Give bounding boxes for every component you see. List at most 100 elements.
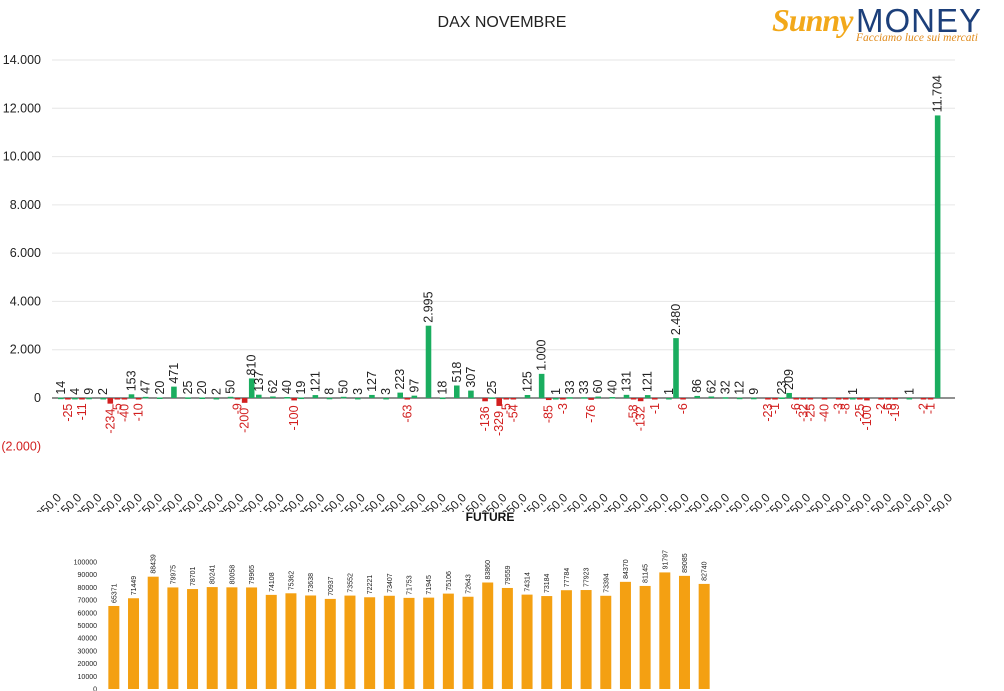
bar <box>786 392 792 398</box>
future-data-label: 91797 <box>662 550 669 570</box>
bar <box>425 325 432 398</box>
bar <box>800 398 807 400</box>
data-label: 137 <box>252 371 266 392</box>
future-data-label: 79559 <box>505 565 512 585</box>
future-bar <box>541 596 553 689</box>
bar <box>135 398 142 400</box>
future-bar <box>580 590 592 689</box>
data-label: -32 <box>796 404 810 422</box>
data-label: 62 <box>704 380 718 394</box>
data-label: -6 <box>676 403 690 414</box>
y-tick-label: 90000 <box>78 572 98 579</box>
future-bar <box>226 587 238 689</box>
future-data-label: 71945 <box>426 575 433 595</box>
future-data-label: 81145 <box>643 564 650 583</box>
logo-sunny-text: Sunny <box>772 2 853 38</box>
bar <box>468 390 474 398</box>
data-label: -40 <box>818 404 832 422</box>
bar <box>157 397 163 400</box>
future-data-label: 73184 <box>544 573 551 593</box>
future-data-label: 73552 <box>347 573 354 593</box>
bar <box>383 397 389 400</box>
bar <box>213 397 220 400</box>
data-label: 60 <box>591 380 605 394</box>
data-label: 2.480 <box>669 304 683 335</box>
bar <box>708 396 715 399</box>
bar <box>404 398 411 400</box>
future-bar <box>560 590 572 689</box>
bar <box>248 378 255 398</box>
data-label: -54 <box>506 404 520 422</box>
y-tick-label: 0 <box>34 391 41 405</box>
future-data-label: 89085 <box>682 553 689 573</box>
bar <box>312 395 319 398</box>
bar <box>751 397 757 400</box>
bar <box>439 397 446 400</box>
data-label: -5 <box>110 403 124 414</box>
data-label: -10 <box>132 403 146 421</box>
bar <box>630 398 637 400</box>
bar <box>595 396 601 399</box>
bar <box>65 398 71 400</box>
bar <box>772 398 778 400</box>
data-label: 8 <box>323 388 337 395</box>
data-label: -234 <box>103 409 117 434</box>
future-bar <box>698 583 710 689</box>
bar <box>807 398 814 400</box>
y-tick-label: 6.000 <box>10 246 41 260</box>
data-label: -200 <box>238 408 252 433</box>
bar <box>736 397 743 400</box>
chart-title-dax: DAX NOVEMBRE <box>437 14 567 31</box>
data-label: -1 <box>924 403 938 414</box>
data-label: 1 <box>846 388 860 395</box>
logo-tagline: Facciamo luce sui mercati <box>856 32 978 44</box>
data-label: -100 <box>287 405 301 430</box>
future-bar <box>128 598 140 689</box>
y-tick-label: 60000 <box>78 610 98 617</box>
data-label: 86 <box>690 379 704 393</box>
future-bar <box>619 581 631 689</box>
data-label: 12 <box>733 381 747 395</box>
bar <box>100 397 106 400</box>
data-label: -23 <box>761 404 775 422</box>
y-tick-label: 10000 <box>78 674 98 681</box>
y-tick-label: 8.000 <box>10 198 41 212</box>
data-label: 1.000 <box>535 340 549 371</box>
bar <box>793 398 799 400</box>
data-label: -132 <box>634 406 648 431</box>
data-label: 1 <box>662 388 676 395</box>
data-label: -6 <box>789 403 803 414</box>
future-bar <box>265 594 277 689</box>
bar <box>121 398 128 400</box>
bar <box>581 397 587 399</box>
bar <box>171 386 177 398</box>
data-label: 18 <box>436 381 450 395</box>
data-label: -11 <box>75 403 89 420</box>
data-label: 25 <box>181 380 195 394</box>
data-label: -136 <box>478 406 492 431</box>
bar <box>920 398 927 400</box>
bar <box>553 397 559 400</box>
y-tick-label: 100000 <box>74 560 97 567</box>
future-bar <box>659 572 671 689</box>
future-bar <box>344 595 356 689</box>
data-label: 33 <box>577 380 591 394</box>
data-label: 32 <box>719 380 733 394</box>
bar <box>637 398 644 402</box>
data-label: 153 <box>125 370 139 391</box>
bar <box>892 398 898 400</box>
future-data-label: 75106 <box>446 571 453 591</box>
data-label: 2 <box>96 388 110 395</box>
data-label: -25 <box>853 404 867 422</box>
bar <box>128 394 135 398</box>
data-label: 20 <box>195 381 209 395</box>
data-label: 3 <box>379 388 393 395</box>
data-label: 11.704 <box>931 75 945 112</box>
bar <box>821 398 828 400</box>
y-tick-label: 10.000 <box>3 150 41 164</box>
bar <box>411 395 418 398</box>
future-bar <box>206 587 218 689</box>
data-label: 50 <box>337 380 351 394</box>
bar <box>503 398 510 400</box>
